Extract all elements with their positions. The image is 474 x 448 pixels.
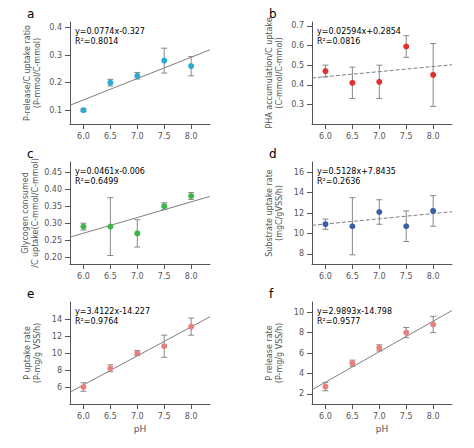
svg-text:0.3: 0.3	[49, 51, 62, 60]
svg-text:R²=0.9577: R²=0.9577	[317, 317, 360, 326]
svg-text:y=0.0461x-0.006: y=0.0461x-0.006	[75, 167, 145, 176]
svg-text:7.5: 7.5	[400, 412, 413, 421]
svg-text:7.0: 7.0	[373, 412, 386, 421]
svg-text:y=0.0774x-0.327: y=0.0774x-0.327	[75, 27, 145, 36]
svg-text:(mgC/gVSS/h): (mgC/gVSS/h)	[275, 185, 284, 241]
svg-text:0.3: 0.3	[291, 100, 304, 109]
svg-text:10: 10	[52, 349, 62, 358]
svg-text:7.5: 7.5	[158, 412, 171, 421]
svg-text:Substrate uptake rate: Substrate uptake rate	[265, 169, 274, 257]
svg-text:0.4: 0.4	[49, 23, 62, 32]
svg-text:6.5: 6.5	[346, 132, 359, 141]
svg-text:0.7: 0.7	[291, 21, 304, 30]
svg-text:6.0: 6.0	[319, 132, 332, 141]
svg-text:16: 16	[294, 168, 304, 177]
svg-text:6.5: 6.5	[104, 132, 117, 141]
svg-text:/C uptake(C-mmol/C-mmol): /C uptake(C-mmol/C-mmol)	[31, 158, 40, 268]
svg-text:7.0: 7.0	[373, 272, 386, 281]
svg-text:0.20: 0.20	[44, 253, 62, 262]
svg-text:8.0: 8.0	[185, 132, 198, 141]
svg-text:7.0: 7.0	[131, 132, 144, 141]
svg-text:10: 10	[294, 308, 304, 317]
svg-text:R²=0.2636: R²=0.2636	[317, 177, 360, 186]
svg-text:pH: pH	[376, 424, 388, 434]
svg-text:6.5: 6.5	[104, 272, 117, 281]
svg-text:4: 4	[299, 369, 304, 378]
svg-text:f: f	[269, 287, 274, 301]
svg-text:6.5: 6.5	[346, 272, 359, 281]
svg-text:6.0: 6.0	[77, 272, 90, 281]
svg-text:R²=0.0816: R²=0.0816	[317, 37, 360, 46]
svg-text:7.0: 7.0	[373, 132, 386, 141]
svg-text:8.0: 8.0	[185, 272, 198, 281]
svg-text:0.4: 0.4	[291, 80, 304, 89]
svg-text:8.0: 8.0	[427, 272, 440, 281]
svg-text:2: 2	[299, 389, 304, 398]
svg-text:6.0: 6.0	[77, 412, 90, 421]
svg-text:14: 14	[294, 188, 304, 197]
svg-text:7.0: 7.0	[131, 412, 144, 421]
svg-text:0.45: 0.45	[44, 168, 62, 177]
svg-text:14: 14	[52, 315, 62, 324]
svg-text:0.40: 0.40	[44, 185, 62, 194]
svg-text:R²=0.6499: R²=0.6499	[75, 177, 118, 186]
svg-text:b: b	[269, 7, 277, 21]
svg-text:(P-mg/g VSS/h): (P-mg/g VSS/h)	[33, 323, 42, 383]
svg-text:8: 8	[299, 249, 304, 258]
svg-text:y=0.5128x+7.8435: y=0.5128x+7.8435	[317, 167, 396, 176]
svg-text:6: 6	[57, 383, 62, 392]
svg-text:R²=0.8014: R²=0.8014	[75, 37, 118, 46]
svg-text:(P-mmol/C-mmol): (P-mmol/C-mmol)	[33, 38, 42, 108]
svg-text:R²=0.9764: R²=0.9764	[75, 317, 118, 326]
svg-text:0.1: 0.1	[49, 106, 62, 115]
svg-text:pH: pH	[134, 424, 146, 434]
svg-text:Glycogen consumed: Glycogen consumed	[21, 172, 30, 253]
svg-text:6.0: 6.0	[319, 272, 332, 281]
svg-text:6.0: 6.0	[319, 412, 332, 421]
svg-text:a: a	[27, 7, 34, 21]
svg-text:7.5: 7.5	[400, 272, 413, 281]
svg-text:P release rate: P release rate	[265, 325, 274, 380]
svg-text:7.5: 7.5	[400, 132, 413, 141]
svg-text:8.0: 8.0	[427, 412, 440, 421]
svg-text:12: 12	[52, 332, 62, 341]
svg-text:0.6: 0.6	[291, 41, 304, 50]
svg-text:8.0: 8.0	[427, 132, 440, 141]
svg-text:10: 10	[294, 229, 304, 238]
svg-text:8: 8	[299, 328, 304, 337]
svg-text:6.0: 6.0	[77, 132, 90, 141]
svg-text:7.0: 7.0	[131, 272, 144, 281]
svg-text:P uptake rate: P uptake rate	[23, 326, 32, 380]
svg-text:0.30: 0.30	[44, 219, 62, 228]
svg-text:6.5: 6.5	[104, 412, 117, 421]
svg-text:(C-mmol/C-mmol): (C-mmol/C-mmol)	[275, 37, 284, 108]
svg-text:c: c	[27, 147, 34, 161]
svg-text:7.5: 7.5	[158, 272, 171, 281]
svg-text:PHA accumulation/C uptake: PHA accumulation/C uptake	[265, 17, 274, 128]
svg-text:d: d	[269, 147, 277, 161]
svg-text:8.0: 8.0	[185, 412, 198, 421]
svg-text:0.5: 0.5	[291, 61, 304, 70]
svg-text:12: 12	[294, 209, 304, 218]
svg-text:0.35: 0.35	[44, 202, 62, 211]
svg-text:0.25: 0.25	[44, 236, 62, 245]
svg-text:y=2.9893x-14.798: y=2.9893x-14.798	[317, 307, 392, 316]
svg-text:8: 8	[57, 366, 62, 375]
svg-text:y=3.4122x-14.227: y=3.4122x-14.227	[75, 307, 150, 316]
svg-text:(P-mg/g VSS/h): (P-mg/g VSS/h)	[275, 323, 284, 383]
svg-text:7.5: 7.5	[158, 132, 171, 141]
svg-text:6.5: 6.5	[346, 412, 359, 421]
svg-text:e: e	[27, 287, 34, 301]
svg-text:0.2: 0.2	[49, 78, 62, 87]
svg-text:P-release/C uptake ratio: P-release/C uptake ratio	[23, 25, 32, 121]
svg-text:y=0.02594x+0.2854: y=0.02594x+0.2854	[317, 27, 401, 36]
svg-text:6: 6	[299, 349, 304, 358]
